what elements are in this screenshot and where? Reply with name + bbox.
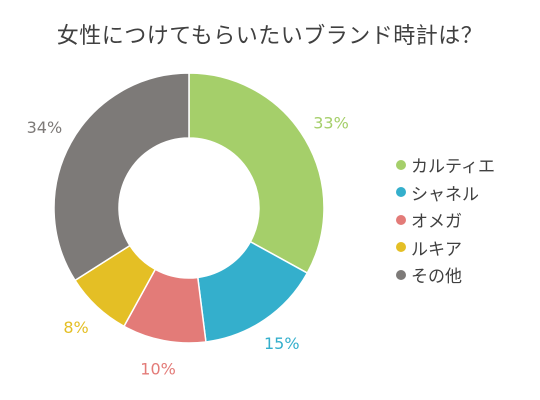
legend-swatch-2 [396,187,406,198]
legend-swatch-3 [396,214,406,225]
legend-label-5: その他 [411,267,462,288]
data-label-2: 15% [264,334,300,353]
legend-item-1: カルティエ [396,151,495,179]
data-label-3: 10% [140,360,176,379]
legend-item-3: オメガ [396,206,495,234]
legend-label-4: ルキア [411,239,462,260]
chart-title: 女性につけてもらいたいブランド時計は？ [56,24,484,49]
legend-label-3: オメガ [411,212,462,233]
legend-item-5: その他 [396,261,495,289]
legend-swatch-4 [396,242,406,253]
data-label-4: 8% [63,318,88,337]
data-label-5: 34% [27,118,63,137]
slice-1 [188,72,325,275]
data-label-1: 33% [313,114,349,133]
legend: カルティエシャネルオメガルキアその他 [396,151,495,289]
legend-swatch-5 [396,269,406,280]
legend-swatch-1 [396,159,406,170]
legend-label-1: カルティエ [411,157,495,178]
legend-item-4: ルキア [396,234,495,262]
legend-item-2: シャネル [396,179,495,207]
slice-5 [53,72,190,282]
legend-label-2: シャネル [411,184,479,205]
